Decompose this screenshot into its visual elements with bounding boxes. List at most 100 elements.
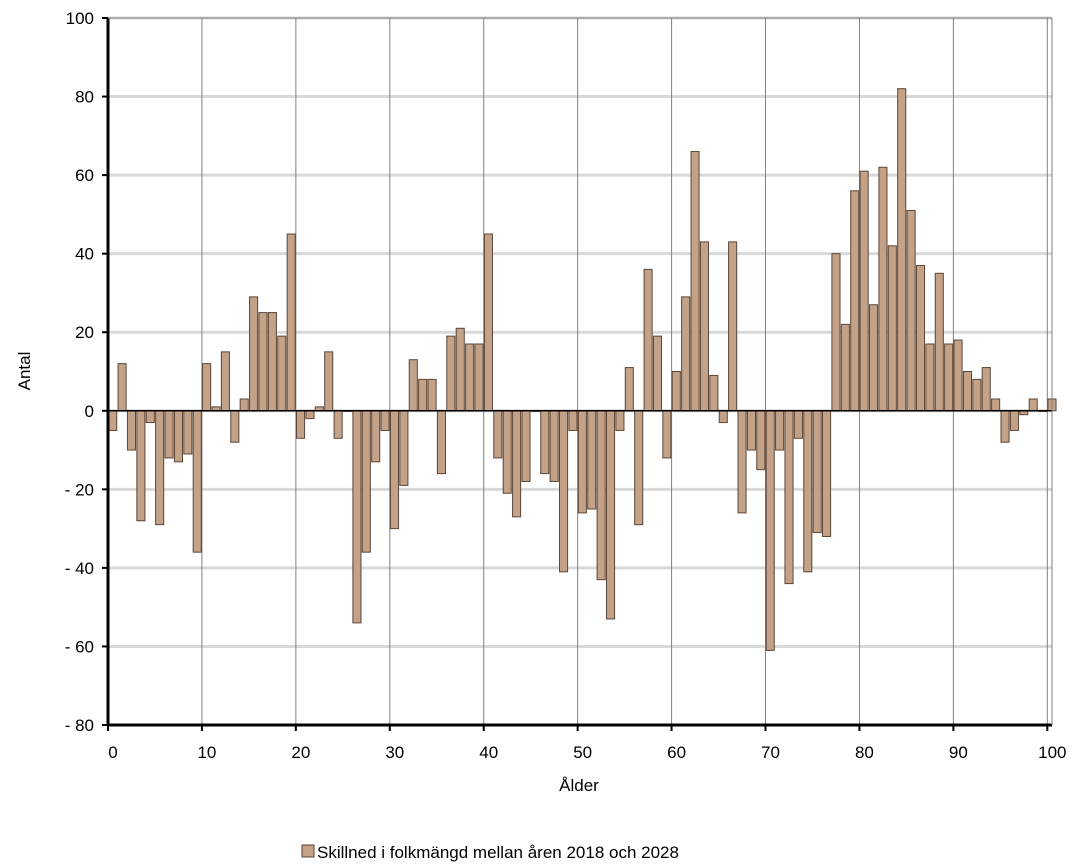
- bar-age-31: [399, 410, 409, 486]
- bar-age-26: [352, 410, 362, 624]
- bar-age-69: [756, 410, 766, 471]
- bar-age-2: [126, 410, 137, 451]
- bar-age-40: [483, 233, 493, 412]
- bar-age-68: [746, 410, 756, 451]
- bar-age-6: [164, 410, 174, 459]
- bar-age-27: [361, 410, 371, 553]
- bar-age-78: [840, 323, 850, 412]
- x-tick-label: 40: [479, 743, 498, 762]
- bar-age-5: [155, 410, 165, 526]
- bar-age-89: [944, 343, 954, 412]
- legend-swatch: [301, 844, 315, 858]
- bar-age-35: [436, 410, 446, 475]
- x-tick-label: 10: [197, 743, 216, 762]
- bar-age-51: [587, 410, 597, 510]
- x-tick-label: 0: [108, 743, 117, 762]
- bar-age-67: [737, 410, 747, 514]
- x-tick-label: 20: [291, 743, 310, 762]
- bar-age-8: [183, 410, 193, 455]
- legend-label: Skillned i folkmängd mellan åren 2018 oc…: [317, 843, 679, 862]
- bar-age-81: [868, 304, 879, 412]
- bar-age-64: [709, 374, 719, 412]
- x-tick-label: 90: [949, 743, 968, 762]
- bar-age-12: [220, 351, 230, 412]
- x-axis-title: Ålder: [559, 776, 599, 795]
- bar-age-52: [596, 410, 606, 581]
- bar-age-77: [831, 253, 841, 412]
- bar-age-19: [286, 233, 296, 412]
- bar-age-76: [822, 410, 832, 537]
- axis-layer: [102, 17, 1053, 731]
- x-tick-label: 50: [573, 743, 592, 762]
- bar-age-21: [305, 410, 315, 420]
- bar-age-62: [690, 151, 700, 412]
- bar-age-48: [559, 410, 569, 573]
- bar-age-20: [296, 410, 306, 439]
- bar-age-90: [953, 339, 963, 412]
- bar-age-82: [878, 166, 888, 412]
- bar-age-16: [258, 312, 268, 412]
- x-tick-label: 60: [667, 743, 686, 762]
- bar-age-86: [915, 264, 926, 412]
- y-tick-label: - 20: [65, 480, 94, 499]
- y-tick-label: - 40: [65, 559, 94, 578]
- y-tick-label: 100: [66, 9, 94, 28]
- bar-age-65: [718, 410, 728, 424]
- bar-age-13: [230, 410, 240, 443]
- bar-age-7: [173, 410, 183, 463]
- bar-age-85: [906, 209, 916, 412]
- bar-age-87: [925, 343, 935, 412]
- legend: Skillned i folkmängd mellan åren 2018 oc…: [301, 843, 679, 862]
- bar-age-96: [1009, 410, 1019, 431]
- bar-age-18: [277, 335, 287, 412]
- y-tick-label: 60: [75, 166, 94, 185]
- bar-age-83: [887, 245, 897, 412]
- bar-age-37: [455, 327, 465, 412]
- bar-age-34: [427, 378, 437, 412]
- bar-age-66: [728, 241, 738, 412]
- bar-age-75: [812, 410, 822, 534]
- bar-age-50: [577, 410, 587, 514]
- x-tick-label: 100: [1038, 743, 1066, 762]
- bar-age-44: [521, 410, 531, 482]
- x-tick-label: 70: [761, 743, 780, 762]
- bar-age-57: [643, 268, 653, 412]
- x-tick-label: 80: [855, 743, 874, 762]
- bar-age-72: [784, 410, 794, 585]
- bar-age-38: [465, 343, 475, 412]
- x-tick-label: 30: [385, 743, 404, 762]
- bar-age-95: [1000, 410, 1010, 443]
- bar-age-29: [380, 410, 390, 431]
- bar-age-94: [991, 398, 1001, 412]
- bar-age-46: [540, 410, 550, 475]
- bar-age-23: [324, 351, 334, 412]
- bar-age-84: [897, 88, 907, 412]
- y-tick-label: 40: [75, 245, 94, 264]
- bar-layer: [108, 88, 1057, 651]
- bar-age-61: [681, 296, 691, 412]
- bar-age-33: [418, 378, 428, 412]
- bar-age-63: [699, 241, 709, 412]
- bar-age-28: [371, 410, 381, 463]
- bar-age-79: [850, 190, 860, 412]
- y-axis-title: Antal: [15, 352, 34, 391]
- bar-age-17: [267, 312, 277, 412]
- bar-age-3: [136, 410, 146, 522]
- bar-age-80: [859, 170, 869, 412]
- bar-age-49: [568, 410, 578, 431]
- bar-age-1: [117, 363, 127, 412]
- tick-layer: 100 80 60 40 20 0 - 20 - 40 - 60 - 80 0 10 20 30 40 50 6…: [65, 9, 1067, 762]
- bar-age-92: [972, 378, 982, 412]
- bar-age-55: [624, 367, 634, 412]
- bar-age-59: [662, 410, 672, 459]
- bar-age-74: [803, 410, 813, 573]
- bar-age-0: [108, 410, 118, 431]
- bar-age-30: [389, 410, 400, 530]
- y-tick-label: 80: [75, 88, 94, 107]
- bar-age-56: [634, 410, 644, 526]
- bar-age-36: [446, 335, 456, 412]
- bar-age-14: [239, 398, 249, 412]
- bar-age-47: [549, 410, 559, 482]
- bar-age-91: [962, 371, 973, 412]
